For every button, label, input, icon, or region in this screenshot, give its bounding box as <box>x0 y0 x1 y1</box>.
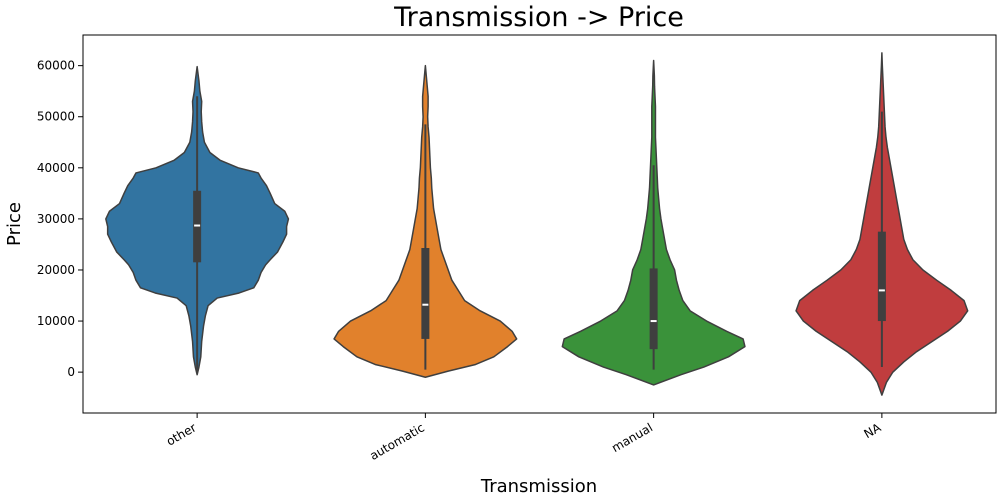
y-tick-label: 40000 <box>37 161 75 175</box>
x-tick-label: manual <box>609 420 655 455</box>
violin-median <box>878 289 885 292</box>
y-axis-label: Price <box>4 202 25 246</box>
y-tick-label: 10000 <box>37 314 75 328</box>
violin-median <box>650 320 657 323</box>
y-tick-label: 60000 <box>37 59 75 73</box>
violin-iqr-box <box>877 231 886 322</box>
violin-automatic <box>333 64 518 378</box>
violin-NA <box>795 52 969 396</box>
x-axis: other automatic manual NA <box>164 413 884 463</box>
violins-layer <box>105 52 969 396</box>
violin-other <box>105 65 290 376</box>
y-tick-label: 30000 <box>37 212 75 226</box>
violin-median <box>422 303 429 306</box>
x-tick-label: automatic <box>367 420 427 462</box>
violin-manual <box>561 59 746 386</box>
violin-iqr-box <box>193 190 202 263</box>
y-tick-label: 0 <box>67 365 75 379</box>
x-tick-label: other <box>164 420 199 448</box>
y-tick-label: 20000 <box>37 263 75 277</box>
violin-iqr-box <box>421 248 430 339</box>
y-tick-label: 50000 <box>37 110 75 124</box>
x-axis-label: Transmission <box>480 476 597 497</box>
violin-median <box>194 224 201 227</box>
plot-frame <box>82 34 997 414</box>
violin-iqr-box <box>649 268 658 350</box>
chart-title: Transmission -> Price <box>393 2 684 33</box>
x-tick-label: NA <box>861 420 884 441</box>
y-axis: 0 10000 20000 30000 40000 50000 60000 <box>37 59 83 379</box>
